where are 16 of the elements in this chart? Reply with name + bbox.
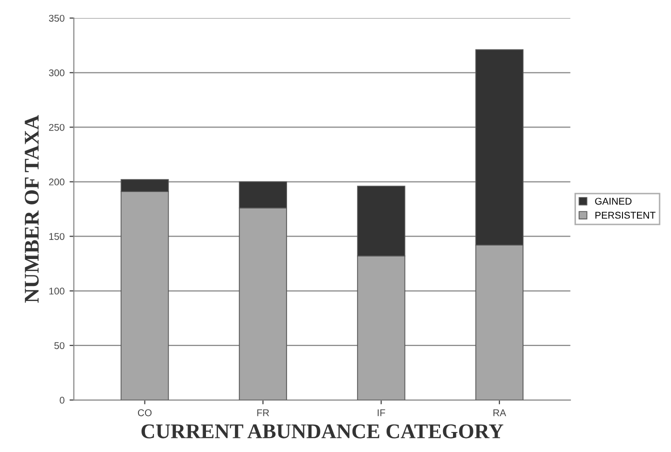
x-tick-label: IF: [378, 409, 386, 416]
y-tick-label: 250: [49, 124, 64, 131]
y-tick-label: 0: [60, 396, 64, 404]
x-tick-label: FR: [257, 409, 269, 416]
x-tick-label: CO: [138, 409, 152, 416]
y-tick-label: 200: [49, 178, 64, 186]
y-axis-title: NUMBER OF TAXA: [24, 115, 39, 303]
y-tick-label: 100: [49, 288, 64, 295]
y-tick-label: 50: [54, 342, 64, 350]
y-tick-label: 350: [48, 14, 64, 22]
y-tick-label: 150: [49, 233, 64, 240]
x-tick-label: RA: [493, 409, 506, 416]
legend-label: PERSISTENT: [595, 212, 656, 219]
x-axis-title: CURRENT ABUNDANCE CATEGORY: [142, 424, 504, 438]
y-tick-label: 300: [48, 69, 64, 76]
legend-label: GAINED: [595, 198, 632, 205]
